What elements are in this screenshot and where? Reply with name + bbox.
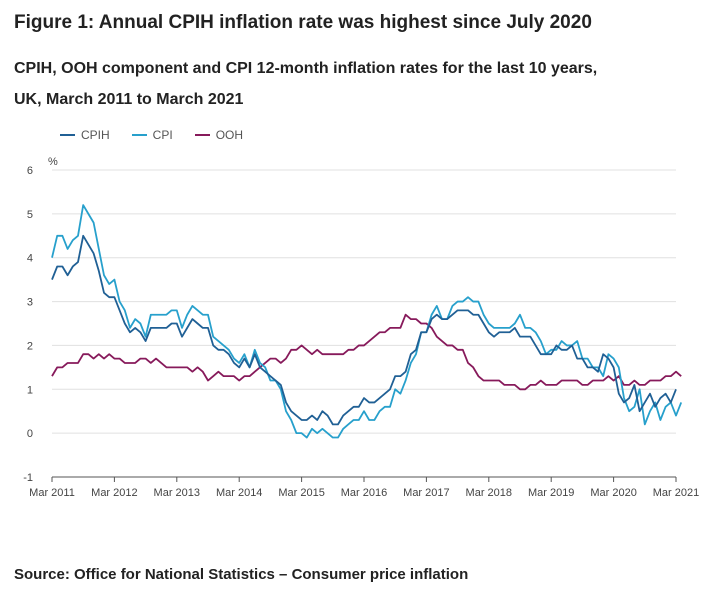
legend-label-cpih: CPIH bbox=[81, 128, 110, 142]
series-line-cpih[interactable] bbox=[51, 234, 677, 426]
line-chart: -1 0 1 2 3 4 5 6% Mar 2011 Mar 2012 Mar 2013 Mar 20… bbox=[23, 156, 699, 499]
y-tick-label: 5 bbox=[27, 209, 33, 221]
y-tick-label: 1 bbox=[27, 384, 33, 396]
y-tick-label: 2 bbox=[27, 340, 33, 352]
x-tick-label: Mar 2011 bbox=[29, 487, 75, 499]
figure-subtitle: CPIH, OOH component and CPI 12-month inf… bbox=[14, 60, 598, 108]
legend-item-cpi[interactable]: CPI bbox=[131, 128, 173, 142]
x-tick-label: Mar 2014 bbox=[216, 487, 262, 499]
x-tick-label: Mar 2019 bbox=[528, 487, 574, 499]
legend-swatch-ooh bbox=[194, 134, 210, 136]
y-axis-unit: % bbox=[48, 156, 58, 168]
x-tick-label: Mar 2018 bbox=[466, 487, 512, 499]
x-tick-label: Mar 2016 bbox=[341, 487, 387, 499]
legend-swatch-cpi bbox=[131, 134, 147, 136]
source-note: Source: Office for National Statistics –… bbox=[14, 566, 469, 583]
x-tick-label: Mar 2021 bbox=[653, 487, 699, 499]
chart-legend: CPIH CPI OOH bbox=[60, 128, 243, 142]
x-tick-label: Mar 2017 bbox=[403, 487, 449, 499]
legend-item-cpih[interactable]: CPIH bbox=[60, 128, 110, 142]
x-tick-label: Mar 2013 bbox=[154, 487, 200, 499]
series-line-cpi[interactable] bbox=[51, 204, 683, 439]
series-line-ooh[interactable] bbox=[51, 313, 682, 391]
figure-title: Figure 1: Annual CPIH inflation rate was… bbox=[14, 12, 592, 33]
y-tick-label: -1 bbox=[23, 472, 33, 484]
legend-swatch-cpih bbox=[60, 134, 75, 136]
x-tick-label: Mar 2020 bbox=[590, 487, 636, 499]
y-tick-label: 4 bbox=[27, 253, 33, 265]
x-tick-label: Mar 2015 bbox=[278, 487, 324, 499]
y-tick-label: 0 bbox=[27, 428, 33, 440]
legend-item-ooh[interactable]: OOH bbox=[194, 128, 244, 142]
x-tick-label: Mar 2012 bbox=[91, 487, 137, 499]
legend-label-cpi: CPI bbox=[152, 128, 173, 142]
y-tick-label: 6 bbox=[27, 165, 33, 177]
legend-label-ooh: OOH bbox=[215, 128, 244, 142]
y-tick-label: 3 bbox=[27, 297, 33, 309]
